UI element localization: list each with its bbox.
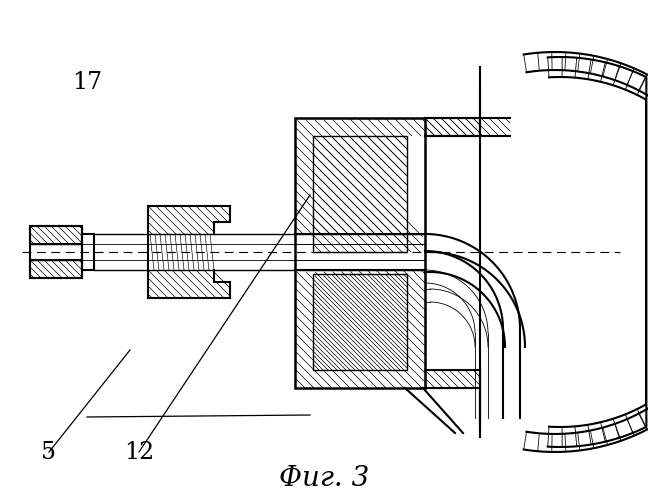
Text: 17: 17 <box>73 71 102 94</box>
Bar <box>295 118 425 388</box>
Text: 5: 5 <box>41 441 56 464</box>
Text: Фиг. 3: Фиг. 3 <box>279 464 369 491</box>
Bar <box>30 226 82 244</box>
Bar <box>82 234 94 270</box>
Bar <box>30 260 82 278</box>
Text: 12: 12 <box>124 441 154 464</box>
Bar <box>313 274 407 370</box>
Bar <box>313 136 407 252</box>
Bar <box>30 226 82 278</box>
